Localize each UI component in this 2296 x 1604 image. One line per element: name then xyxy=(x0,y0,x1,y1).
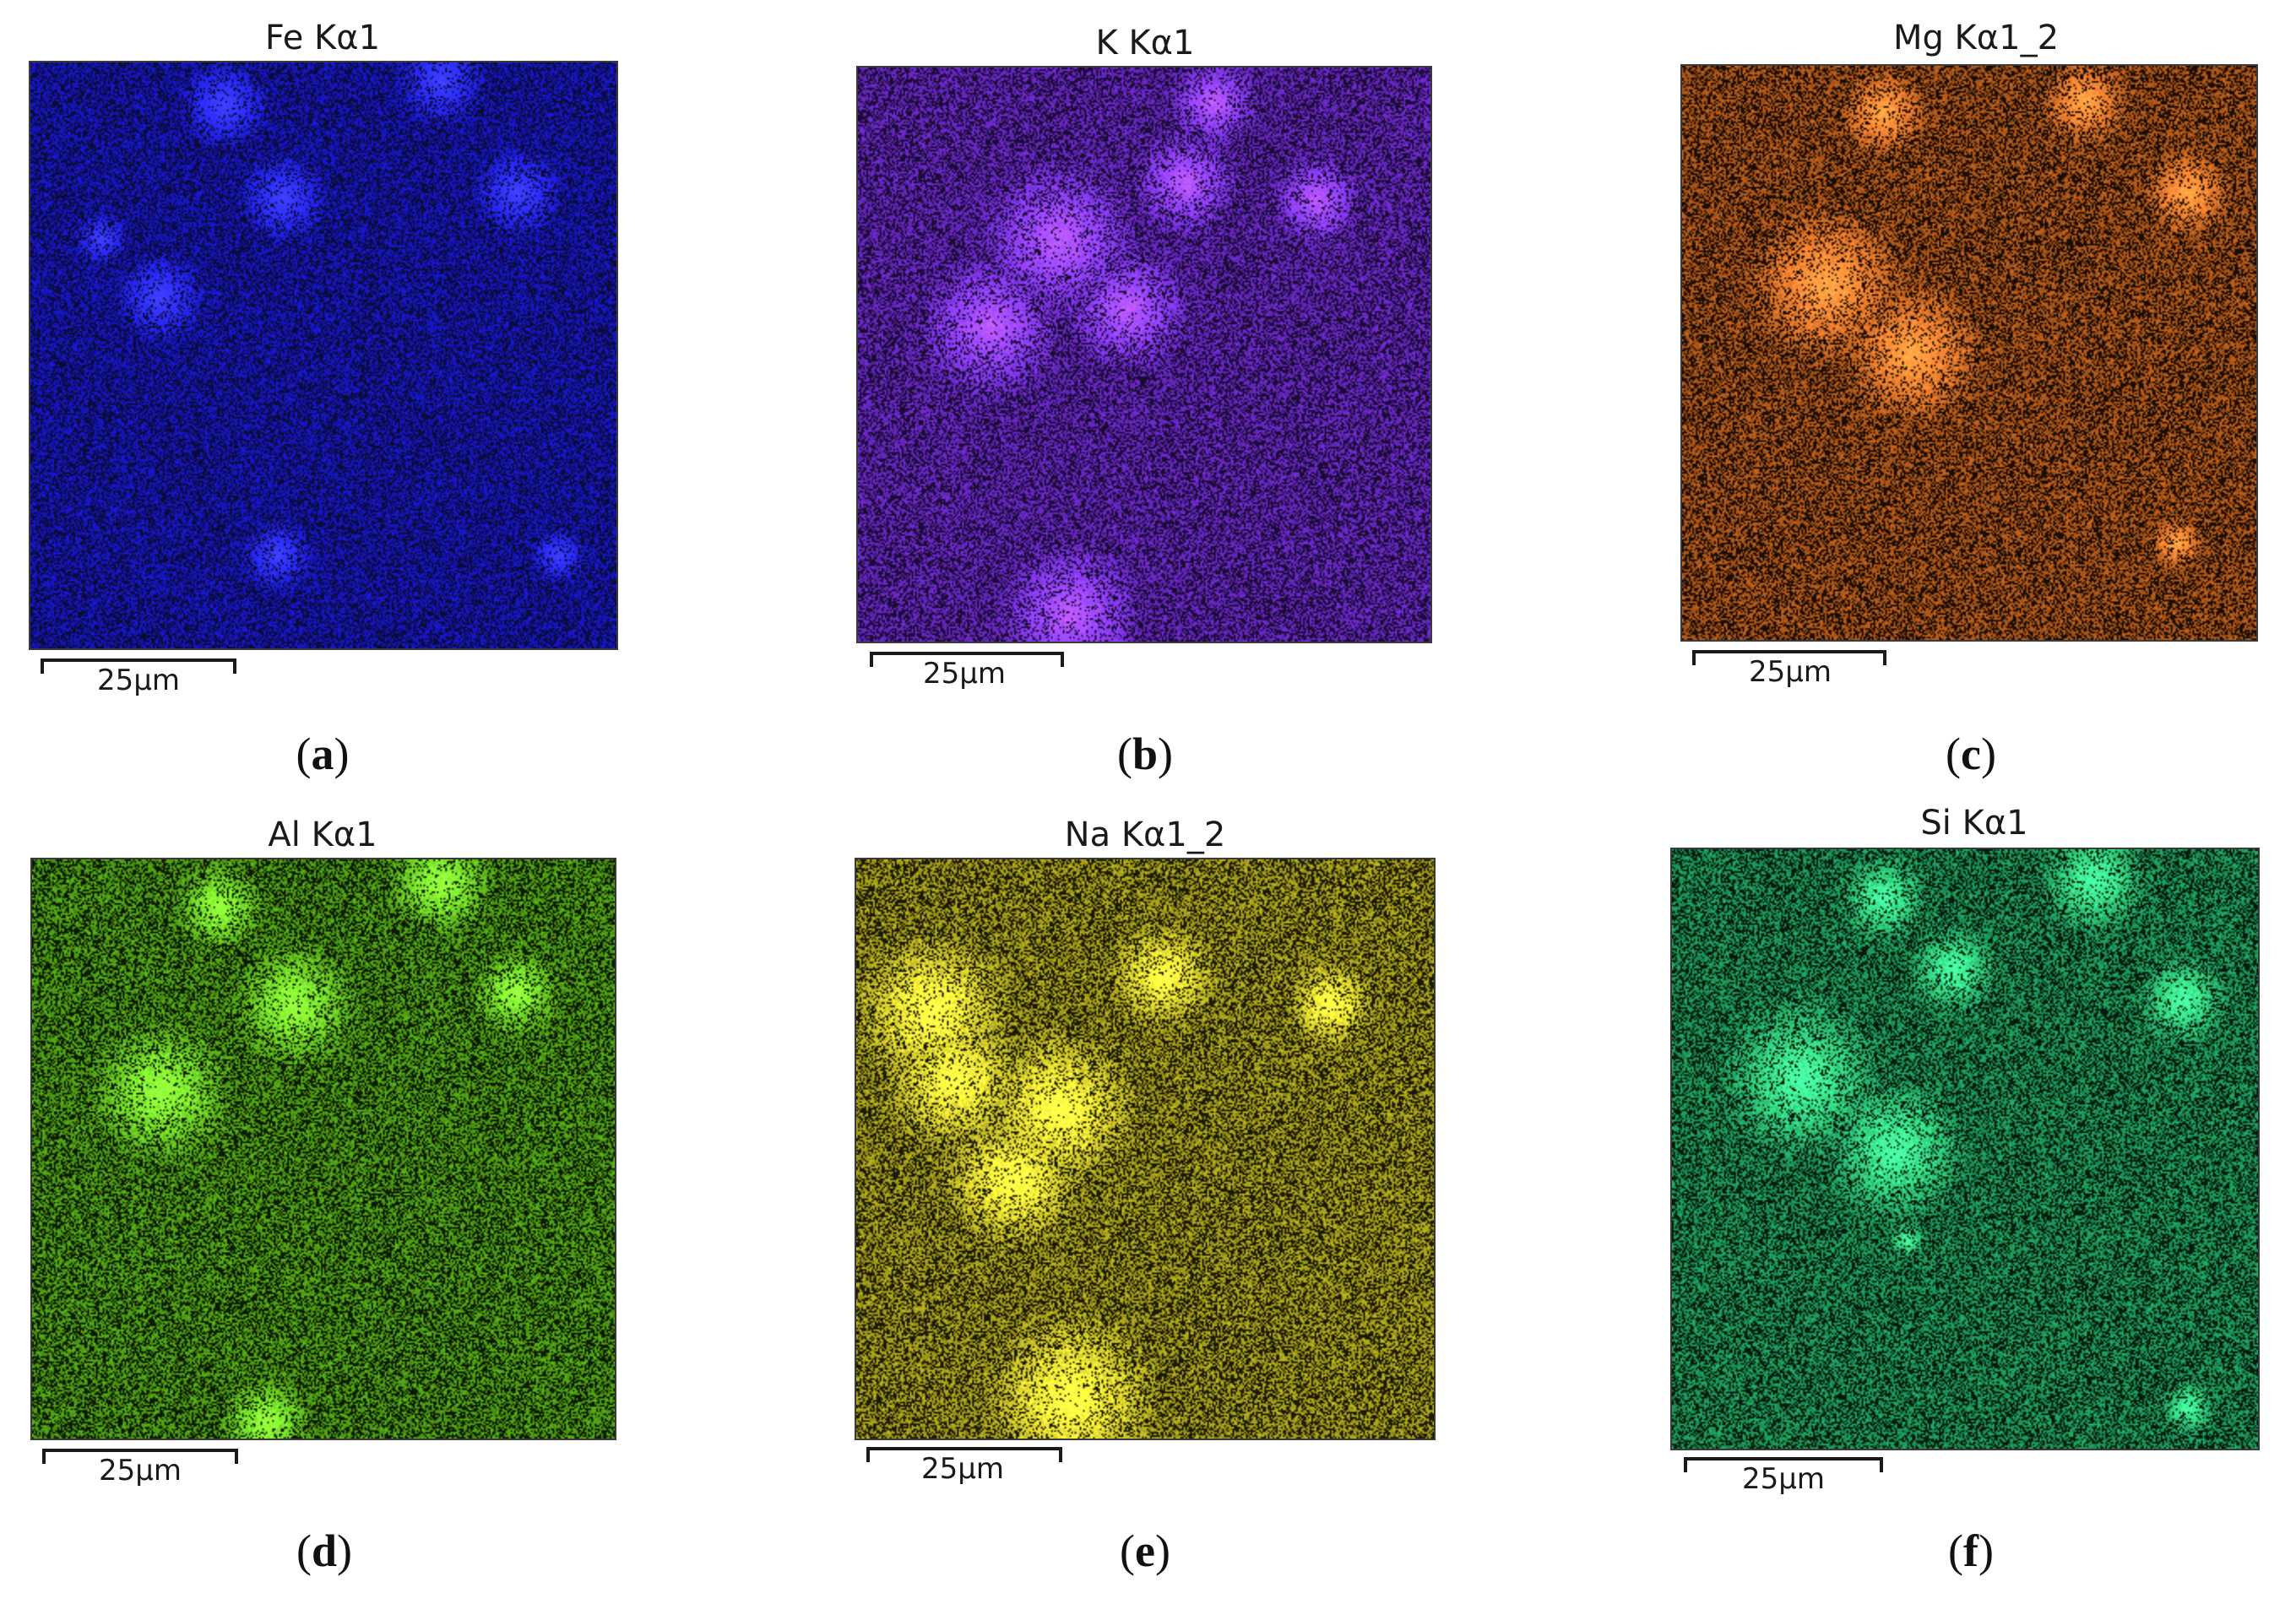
map-title: Mg Kα1_2 xyxy=(1892,19,2060,57)
element-map-image xyxy=(855,858,1436,1440)
map-title: Al Kα1 xyxy=(268,816,377,854)
element-map-canvas xyxy=(858,68,1430,642)
element-map-canvas xyxy=(32,859,615,1439)
element-map-canvas xyxy=(856,859,1434,1439)
panel-caption: (d) xyxy=(296,1525,353,1576)
element-map-image xyxy=(1680,64,2258,642)
scale-bar xyxy=(866,1447,1062,1462)
scale-bar-label: 25μm xyxy=(98,1454,182,1487)
panel-caption: (e) xyxy=(1120,1525,1170,1576)
panel-caption: (a) xyxy=(296,729,350,779)
panel-caption: (c) xyxy=(1946,729,1996,779)
element-map-image xyxy=(856,66,1432,643)
map-title: Si Kα1 xyxy=(1920,804,2028,843)
element-map-canvas xyxy=(1682,66,2256,640)
scale-bar-label: 25μm xyxy=(920,1452,1005,1486)
element-map-canvas xyxy=(30,62,616,648)
scale-bar xyxy=(870,652,1064,667)
element-map-image xyxy=(29,61,618,650)
scale-bar-label: 25μm xyxy=(96,664,181,697)
map-title: Na Kα1_2 xyxy=(1064,816,1226,854)
panel-caption: (f) xyxy=(1948,1525,1994,1576)
element-map-image xyxy=(30,858,616,1440)
scale-bar xyxy=(41,658,236,674)
element-map-canvas xyxy=(1672,849,2258,1449)
scale-bar xyxy=(42,1449,238,1464)
map-title: Fe Kα1 xyxy=(264,19,381,57)
scale-bar xyxy=(1692,650,1886,665)
element-map-image xyxy=(1670,848,2260,1450)
map-title: K Kα1 xyxy=(1095,24,1195,62)
scale-bar-label: 25μm xyxy=(922,657,1007,691)
scale-bar-label: 25μm xyxy=(1741,1462,1826,1496)
scale-bar-label: 25μm xyxy=(1748,655,1832,689)
scale-bar xyxy=(1684,1457,1883,1472)
panel-caption: (b) xyxy=(1116,729,1174,779)
